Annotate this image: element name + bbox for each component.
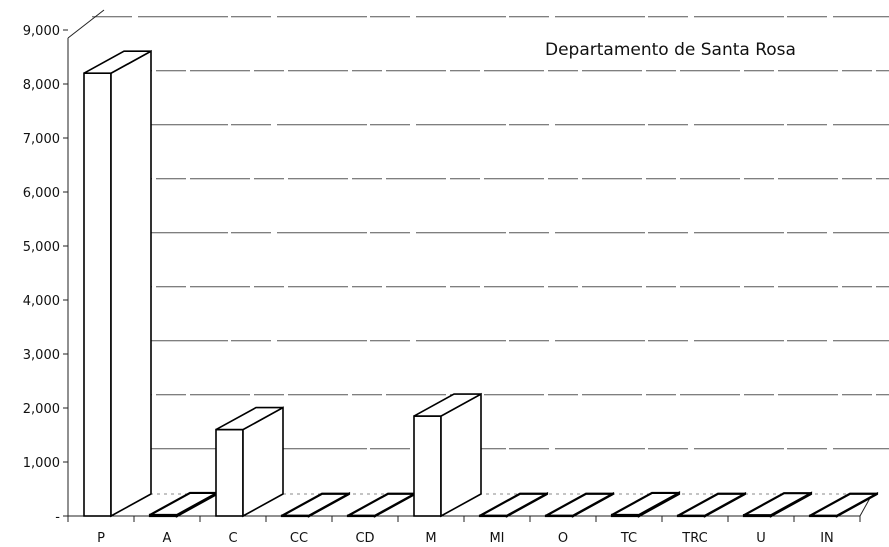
x-tick-label: TC xyxy=(620,531,637,546)
labels: - 1,000 2,000 3,000 4,000 5,000 6,000 7,000 8,00… xyxy=(23,24,834,546)
bar xyxy=(346,491,417,518)
bar-top xyxy=(677,492,746,517)
y-tick-label: 1,000 xyxy=(23,456,60,471)
x-tick-label: A xyxy=(163,531,172,546)
bar-top xyxy=(83,50,152,74)
y-tick-label: 7,000 xyxy=(23,132,60,147)
bar-top xyxy=(413,393,482,417)
y-tick-label: 3,000 xyxy=(23,348,60,363)
y-tick-label: 8,000 xyxy=(23,78,60,93)
bar-front xyxy=(215,428,244,517)
y-tick-label: 9,000 xyxy=(23,24,60,39)
bar xyxy=(610,491,681,518)
bar-top xyxy=(545,492,614,517)
y-tick-label: 2,000 xyxy=(23,402,60,417)
bar xyxy=(742,491,813,518)
x-tick-label: U xyxy=(756,531,766,546)
y-tick-label: 5,000 xyxy=(23,240,60,255)
bar-front xyxy=(83,72,112,517)
x-tick-label: MI xyxy=(489,531,504,546)
x-tick-label: CD xyxy=(355,531,374,546)
y-tick-label: - xyxy=(55,510,60,525)
y-tick-label: 4,000 xyxy=(23,294,60,309)
x-tick-label: CC xyxy=(290,531,308,546)
bar-side xyxy=(110,49,152,518)
x-tick-label: O xyxy=(558,531,568,546)
bar-top xyxy=(479,492,548,517)
bar-top xyxy=(809,492,878,517)
bar xyxy=(676,491,747,518)
x-tick-label: P xyxy=(97,531,105,546)
bar-front xyxy=(413,415,442,517)
bars xyxy=(83,49,879,518)
x-tick-label: IN xyxy=(820,531,834,546)
bar xyxy=(280,491,351,518)
bar-top xyxy=(743,492,812,517)
x-tick-label: M xyxy=(425,531,436,546)
bar xyxy=(544,491,615,518)
bar-top xyxy=(149,491,218,517)
x-tick-label: C xyxy=(228,531,237,546)
y-tick-label: 6,000 xyxy=(23,186,60,201)
bar xyxy=(808,491,879,518)
bar xyxy=(83,49,152,518)
bar xyxy=(215,406,284,518)
bar-top xyxy=(281,492,350,517)
x-axis-end-edge xyxy=(859,497,871,517)
x-tick-label: TRC xyxy=(681,531,707,546)
bar-top xyxy=(347,492,416,517)
gridlines xyxy=(92,16,889,450)
bar-top xyxy=(215,406,284,431)
bar xyxy=(478,491,549,518)
bar xyxy=(413,392,482,518)
y-axis-back-edge xyxy=(67,9,105,39)
chart-title: Departamento de Santa Rosa xyxy=(545,40,796,60)
bar xyxy=(148,491,219,518)
bar-top xyxy=(611,491,680,517)
